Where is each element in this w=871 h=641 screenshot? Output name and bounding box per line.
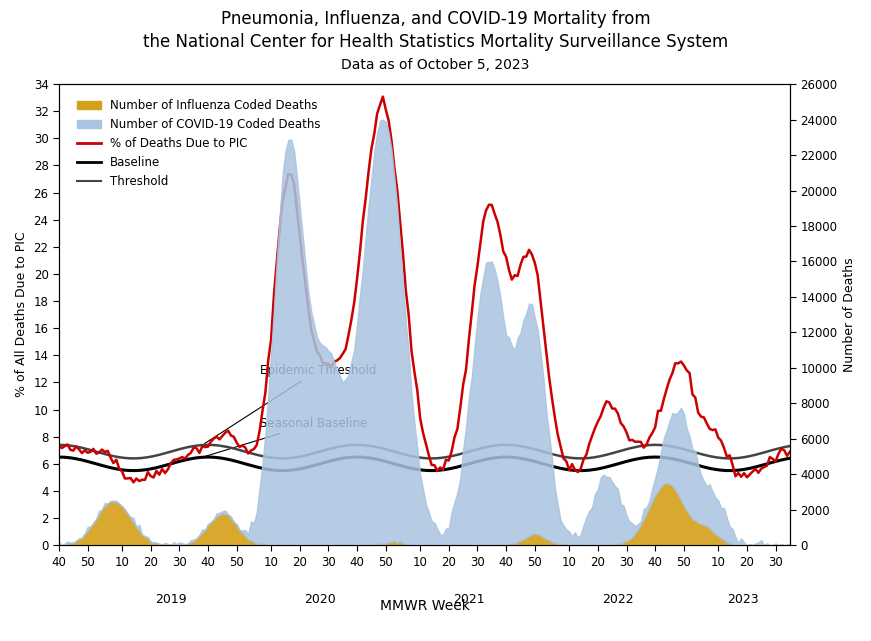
Text: 2023: 2023 <box>726 593 759 606</box>
Text: Pneumonia, Influenza, and COVID-19 Mortality from: Pneumonia, Influenza, and COVID-19 Morta… <box>220 10 651 28</box>
Text: Epidemic Threshold: Epidemic Threshold <box>205 364 376 444</box>
Legend: Number of Influenza Coded Deaths, Number of COVID-19 Coded Deaths, % of Deaths D: Number of Influenza Coded Deaths, Number… <box>72 95 325 193</box>
Text: 2020: 2020 <box>304 593 335 606</box>
Text: the National Center for Health Statistics Mortality Surveillance System: the National Center for Health Statistic… <box>143 33 728 51</box>
Y-axis label: Number of Deaths: Number of Deaths <box>843 257 856 372</box>
Text: 2021: 2021 <box>453 593 484 606</box>
X-axis label: MMWR Week: MMWR Week <box>380 599 469 613</box>
Text: Seasonal Baseline: Seasonal Baseline <box>205 417 367 456</box>
Text: Data as of October 5, 2023: Data as of October 5, 2023 <box>341 58 530 72</box>
Text: 2019: 2019 <box>155 593 186 606</box>
Text: 2022: 2022 <box>602 593 634 606</box>
Y-axis label: % of All Deaths Due to PIC: % of All Deaths Due to PIC <box>15 232 28 397</box>
